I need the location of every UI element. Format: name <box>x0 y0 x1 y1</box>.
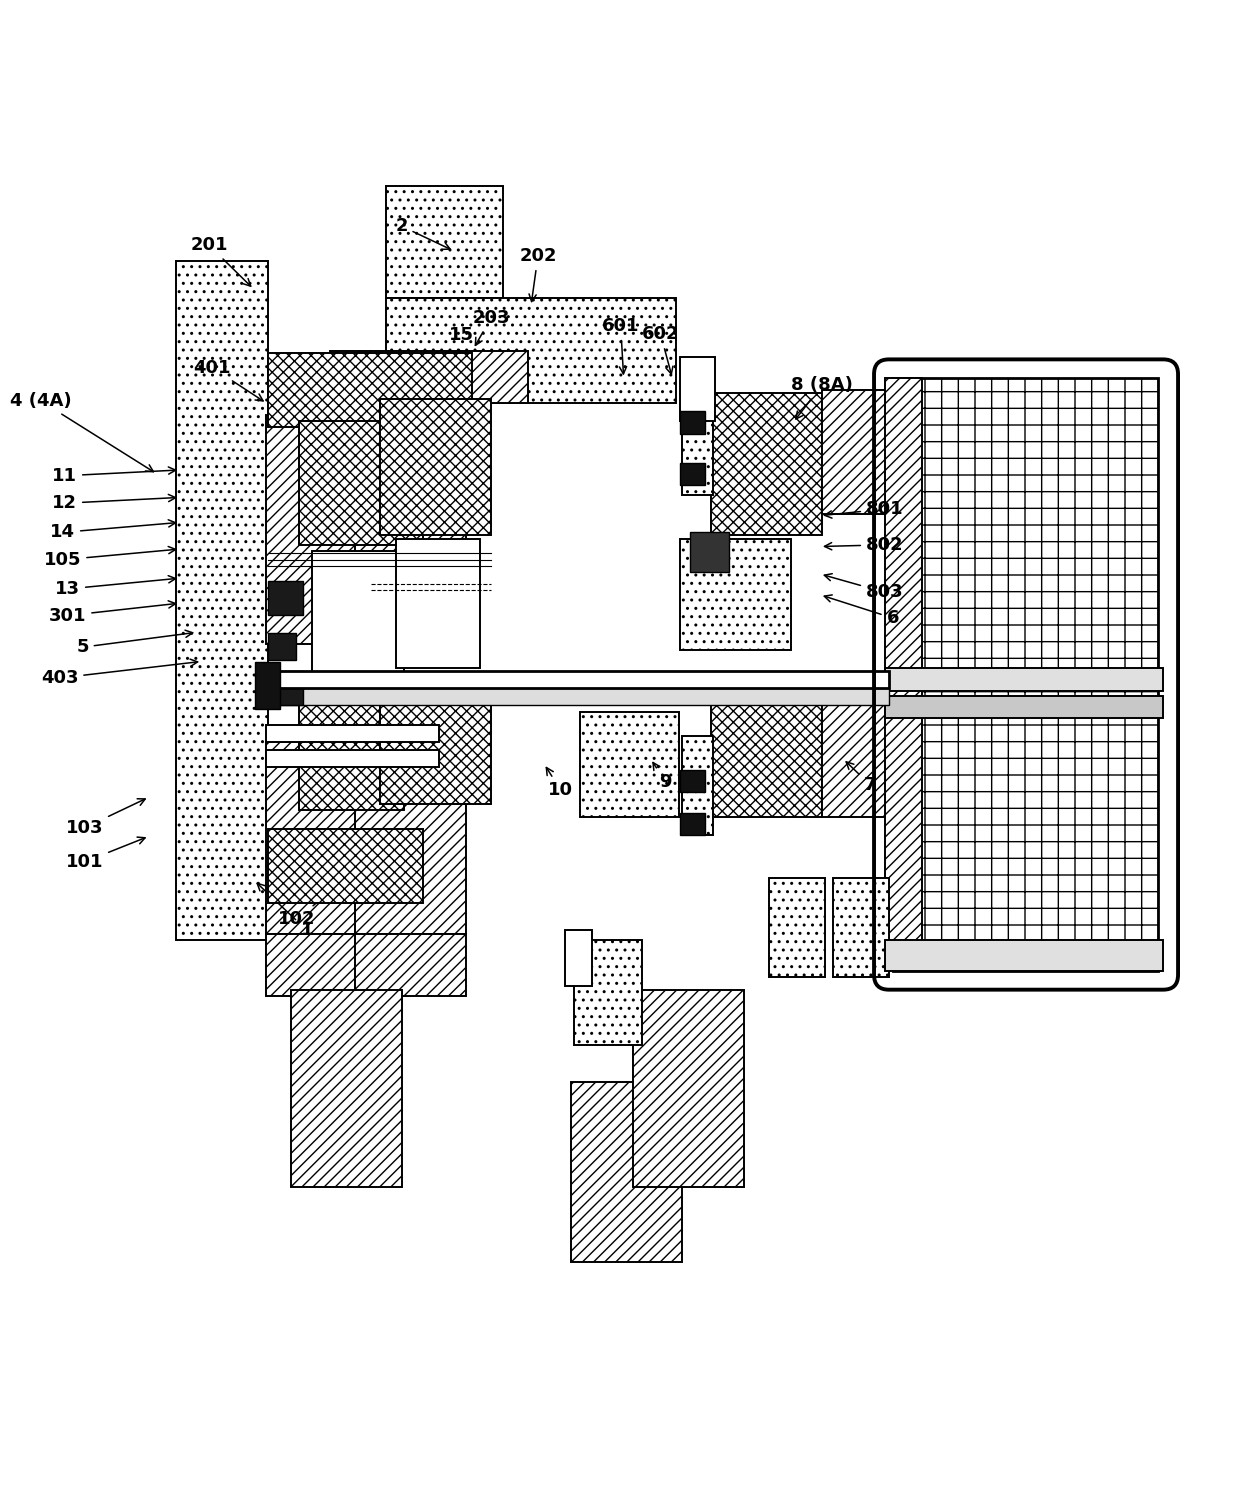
Bar <box>680 356 714 422</box>
Bar <box>689 533 729 572</box>
Text: 201: 201 <box>190 236 250 287</box>
Text: 301: 301 <box>48 601 176 625</box>
Bar <box>269 671 303 705</box>
Bar <box>379 693 491 805</box>
Text: 7: 7 <box>846 762 877 793</box>
Bar <box>580 711 678 817</box>
Bar <box>822 680 897 817</box>
Bar <box>330 350 528 402</box>
Text: 2: 2 <box>396 217 450 249</box>
Bar <box>355 934 466 996</box>
Text: 105: 105 <box>43 546 176 569</box>
Bar <box>267 934 408 996</box>
Bar <box>682 737 713 835</box>
Text: 202: 202 <box>520 247 557 301</box>
Bar <box>680 769 704 792</box>
Bar <box>769 879 825 977</box>
Text: 4 (4A): 4 (4A) <box>10 392 154 472</box>
Text: 9: 9 <box>653 762 672 792</box>
Bar <box>680 539 791 650</box>
Text: 402: 402 <box>320 759 357 792</box>
Text: 13: 13 <box>55 576 176 598</box>
Text: 101: 101 <box>66 838 145 870</box>
Bar <box>893 377 1158 971</box>
Text: 1: 1 <box>257 884 312 939</box>
Text: 401: 401 <box>193 358 263 401</box>
Text: 14: 14 <box>50 520 176 542</box>
Bar <box>269 353 472 428</box>
Bar <box>822 391 897 514</box>
Bar <box>269 671 889 688</box>
Text: 803: 803 <box>825 573 904 601</box>
Bar <box>267 414 371 643</box>
Text: 15: 15 <box>449 327 474 370</box>
Text: 12: 12 <box>52 495 176 512</box>
Text: 8 (8A): 8 (8A) <box>791 376 853 419</box>
Bar <box>355 402 466 631</box>
Bar <box>711 392 822 535</box>
Text: 403: 403 <box>41 659 197 688</box>
Text: 602: 602 <box>642 325 680 374</box>
Bar <box>269 581 303 615</box>
Bar <box>574 940 641 1045</box>
Bar <box>299 705 404 811</box>
Text: 203: 203 <box>472 309 510 346</box>
Text: 802: 802 <box>825 536 904 554</box>
Bar <box>386 297 676 402</box>
Bar <box>267 742 371 934</box>
Text: 102: 102 <box>278 892 329 928</box>
Bar <box>355 737 466 934</box>
Bar <box>311 551 404 674</box>
Bar <box>386 186 503 297</box>
Text: 106: 106 <box>414 768 453 793</box>
Bar <box>269 688 889 705</box>
Bar <box>565 930 593 986</box>
Bar <box>885 668 1163 691</box>
Bar <box>396 539 480 668</box>
Bar <box>379 399 491 535</box>
Text: 5: 5 <box>76 630 192 656</box>
Bar <box>267 750 439 768</box>
Bar <box>680 463 704 486</box>
Bar <box>680 411 704 434</box>
Bar <box>255 662 279 710</box>
Bar <box>634 989 744 1188</box>
Bar <box>885 695 1163 717</box>
Bar <box>682 396 713 496</box>
Bar <box>885 940 1163 971</box>
Text: 10: 10 <box>547 768 573 799</box>
Bar <box>711 680 822 817</box>
Text: 6: 6 <box>825 595 899 627</box>
Bar <box>833 879 889 977</box>
Bar <box>299 422 423 545</box>
Bar <box>290 989 402 1188</box>
Bar <box>269 829 423 903</box>
Bar <box>885 377 923 971</box>
Bar <box>267 725 439 742</box>
Text: 11: 11 <box>52 466 176 484</box>
Text: 601: 601 <box>601 316 640 374</box>
Bar <box>680 812 704 835</box>
Text: 801: 801 <box>825 500 904 518</box>
Bar <box>176 260 269 940</box>
Bar <box>572 1083 682 1262</box>
Text: 103: 103 <box>66 799 145 838</box>
Bar <box>269 633 295 659</box>
